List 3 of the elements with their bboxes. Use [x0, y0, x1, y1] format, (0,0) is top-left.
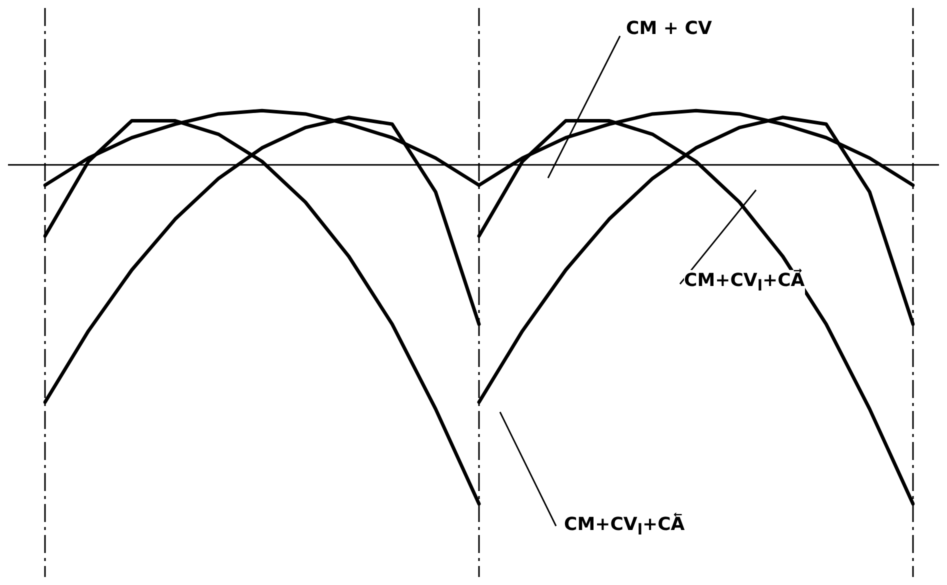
annotation: CM+CV$_{l}$+CA⃗ [684, 270, 805, 297]
text: CM+CV$_{l}$+CA⃖ [564, 514, 685, 541]
text: CM + CV [626, 18, 712, 40]
